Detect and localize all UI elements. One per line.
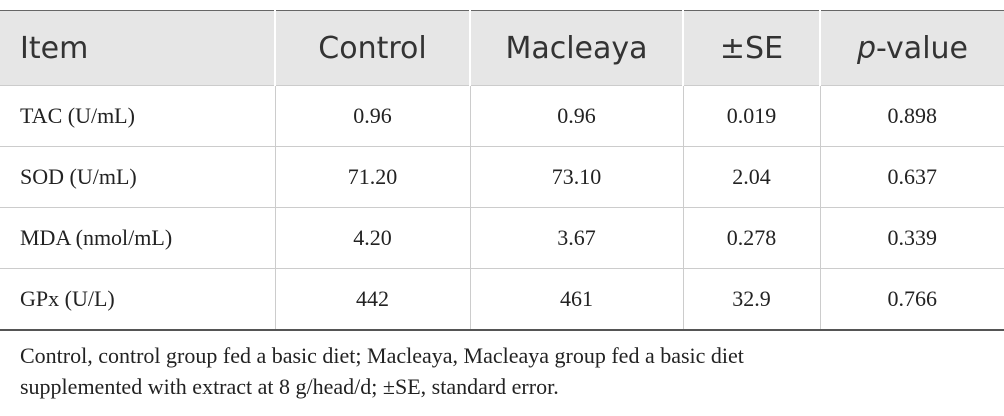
table-body: TAC (U/mL) 0.96 0.96 0.019 0.898 SOD (U/mL) 71… [0,85,1004,330]
table-row: SOD (U/mL) 71.20 73.10 2.04 0.637 [0,146,1004,208]
row-label: GPx (U/L) [0,268,275,330]
row-label: SOD (U/mL) [0,146,275,208]
cell: 4.20 [274,207,470,269]
cell: 442 [274,268,470,330]
table-head: Item Control Macleaya ±SE p-value [0,10,1004,86]
cell: 71.20 [274,146,470,208]
table-row: TAC (U/mL) 0.96 0.96 0.019 0.898 [0,85,1004,147]
cell: 0.96 [469,85,683,147]
cell: 0.96 [274,85,470,147]
header-cell: Item [0,10,275,86]
row-label: TAC (U/mL) [0,85,275,147]
row-label: MDA (nmol/mL) [0,207,275,269]
footnote: Control, control group fed a basic diet;… [20,340,744,402]
footnote-line: Control, control group fed a basic diet;… [20,343,744,368]
header-row: Item Control Macleaya ±SE p-value [0,10,1004,86]
data-table: Item Control Macleaya ±SE p-value TAC (U/mL)… [0,10,1004,331]
cell: 0.278 [682,207,820,269]
header-cell: ±SE [682,10,820,86]
cell: 3.67 [469,207,683,269]
cell: 0.339 [819,207,1004,269]
cell: 73.10 [469,146,683,208]
cell: 2.04 [682,146,820,208]
cell: 32.9 [682,268,820,330]
header-cell: p-value [819,10,1004,86]
cell: 0.766 [819,268,1004,330]
header-cell: Macleaya [469,10,683,86]
header-cell: Control [274,10,470,86]
cell: 461 [469,268,683,330]
table-row: GPx (U/L) 442 461 32.9 0.766 [0,268,1004,330]
cell: 0.637 [819,146,1004,208]
cell: 0.019 [682,85,820,147]
cell: 0.898 [819,85,1004,147]
footnote-line: supplemented with extract at 8 g/head/d;… [20,374,559,399]
table-row: MDA (nmol/mL) 4.20 3.67 0.278 0.339 [0,207,1004,269]
header-text: -value [876,30,968,66]
header-italic: p [856,30,877,66]
